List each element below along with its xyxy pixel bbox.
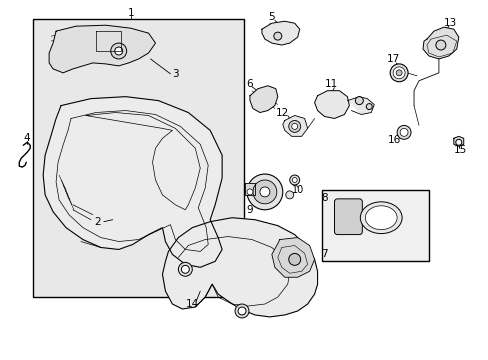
Circle shape [395, 70, 401, 76]
Circle shape [291, 123, 297, 129]
Polygon shape [422, 27, 458, 59]
Circle shape [111, 43, 126, 59]
Circle shape [246, 189, 252, 195]
Text: 15: 15 [453, 145, 467, 155]
Polygon shape [271, 238, 314, 277]
Text: 7: 7 [321, 249, 327, 260]
Polygon shape [282, 116, 307, 136]
Circle shape [389, 64, 407, 82]
Text: 14: 14 [185, 299, 199, 309]
Polygon shape [346, 96, 373, 114]
Polygon shape [453, 136, 463, 146]
Bar [33, 19, 244, 297]
Text: 2: 2 [94, 217, 101, 227]
Polygon shape [49, 25, 155, 73]
Circle shape [292, 177, 297, 183]
Text: 1: 1 [127, 8, 134, 18]
Polygon shape [162, 218, 317, 317]
Circle shape [289, 175, 299, 185]
Text: 9: 9 [246, 205, 253, 215]
Circle shape [366, 104, 371, 109]
Circle shape [235, 304, 248, 318]
Circle shape [288, 121, 300, 132]
Text: 4: 4 [24, 133, 30, 143]
Text: 17: 17 [386, 54, 399, 64]
FancyBboxPatch shape [334, 199, 362, 235]
Circle shape [285, 191, 293, 199]
Circle shape [399, 129, 407, 136]
Circle shape [181, 265, 189, 273]
Polygon shape [43, 96, 222, 267]
Polygon shape [244, 183, 254, 195]
Ellipse shape [365, 206, 396, 230]
Circle shape [115, 47, 122, 55]
Circle shape [273, 32, 281, 40]
Circle shape [288, 253, 300, 265]
Circle shape [238, 307, 245, 315]
Text: 13: 13 [443, 18, 456, 28]
Text: 16: 16 [386, 135, 400, 145]
Circle shape [178, 262, 192, 276]
Ellipse shape [360, 202, 401, 234]
Polygon shape [314, 91, 349, 118]
Text: 8: 8 [321, 193, 327, 203]
Text: 11: 11 [324, 79, 337, 89]
Bar [321, 190, 428, 261]
Circle shape [455, 139, 461, 145]
Circle shape [246, 174, 282, 210]
Circle shape [355, 96, 363, 105]
Circle shape [252, 180, 276, 204]
Circle shape [396, 125, 410, 139]
Polygon shape [249, 86, 277, 113]
Text: 6: 6 [246, 79, 253, 89]
Circle shape [260, 187, 269, 197]
Circle shape [435, 40, 445, 50]
Text: 3: 3 [172, 69, 178, 79]
Circle shape [392, 67, 404, 79]
Text: 10: 10 [291, 185, 303, 195]
Polygon shape [262, 21, 299, 45]
Text: 12: 12 [276, 108, 289, 117]
Text: 5: 5 [268, 12, 275, 22]
